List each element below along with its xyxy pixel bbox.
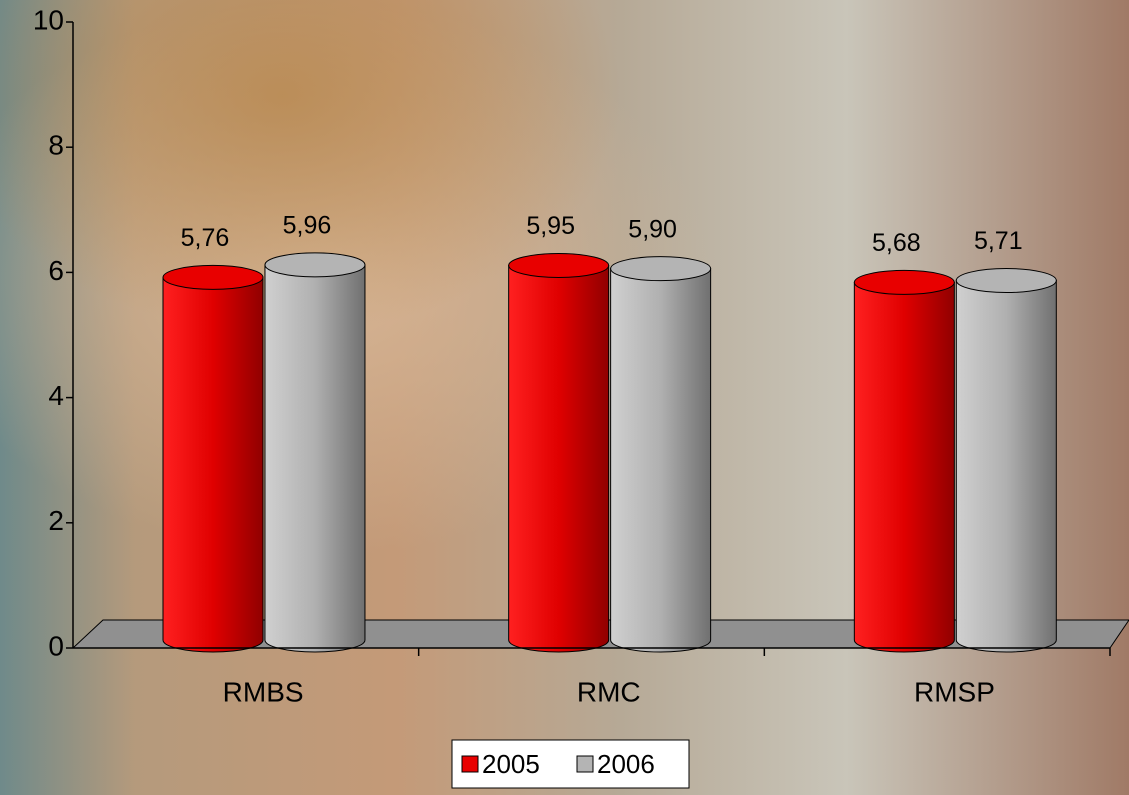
bar-top [854, 270, 954, 294]
y-tick-label: 2 [48, 505, 64, 536]
y-tick-label: 8 [48, 130, 64, 161]
y-tick-label: 0 [48, 630, 64, 661]
bar-top [509, 254, 609, 278]
bar [509, 266, 609, 652]
bar [265, 265, 365, 652]
legend-label: 2006 [597, 749, 655, 779]
bar [854, 282, 954, 652]
data-label: 5,96 [283, 212, 332, 240]
data-label: 5,68 [872, 229, 921, 257]
data-label: 5,95 [526, 212, 575, 240]
bar [163, 277, 263, 652]
chart: 0 2 4 6 8 10 RMBS 5,76 5,96 RMC 5,95 5,90 RMSP 5,68 5,… [0, 0, 1129, 795]
x-tick-label: RMC [577, 676, 641, 707]
bar [611, 269, 711, 652]
y-tick-label: 6 [48, 255, 64, 286]
legend-label: 2005 [482, 749, 540, 779]
bar-top [265, 253, 365, 277]
legend-swatch [577, 756, 593, 772]
data-label: 5,90 [628, 215, 677, 243]
bar-top [611, 257, 711, 281]
legend-swatch [462, 756, 478, 772]
data-label: 5,76 [181, 224, 230, 252]
y-tick-label: 4 [48, 380, 64, 411]
x-tick-label: RMSP [914, 676, 995, 707]
bar [956, 281, 1056, 652]
data-label: 5,71 [974, 227, 1023, 255]
x-tick-label: RMBS [223, 676, 304, 707]
y-tick-label: 10 [33, 4, 64, 35]
bar-top [956, 269, 1056, 293]
bar-top [163, 265, 263, 289]
